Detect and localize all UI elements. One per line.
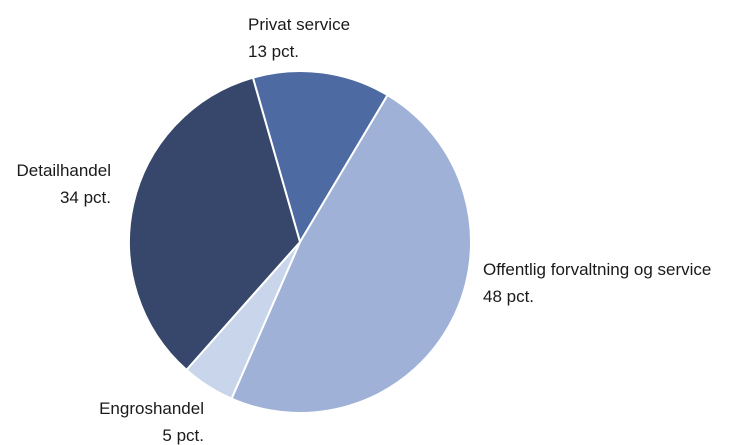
label-offentlig-name: Offentlig forvaltning og service — [483, 260, 711, 279]
label-offentlig-value: 48 pct. — [483, 287, 534, 306]
label-detailhandel-value: 34 pct. — [60, 188, 111, 207]
pie-slices — [128, 70, 472, 414]
pie-slice-detailhandel — [128, 76, 301, 371]
label-engroshandel-name: Engroshandel — [99, 399, 204, 418]
label-privat-service-value: 13 pct. — [248, 42, 299, 61]
label-privat-service-name: Privat service — [248, 15, 350, 34]
pie-slice-offentlig-forvaltning-og-service — [230, 94, 472, 414]
pie-slice-privat-service — [251, 70, 389, 243]
label-engroshandel-value: 5 pct. — [162, 426, 204, 445]
label-detailhandel-name: Detailhandel — [16, 161, 111, 180]
